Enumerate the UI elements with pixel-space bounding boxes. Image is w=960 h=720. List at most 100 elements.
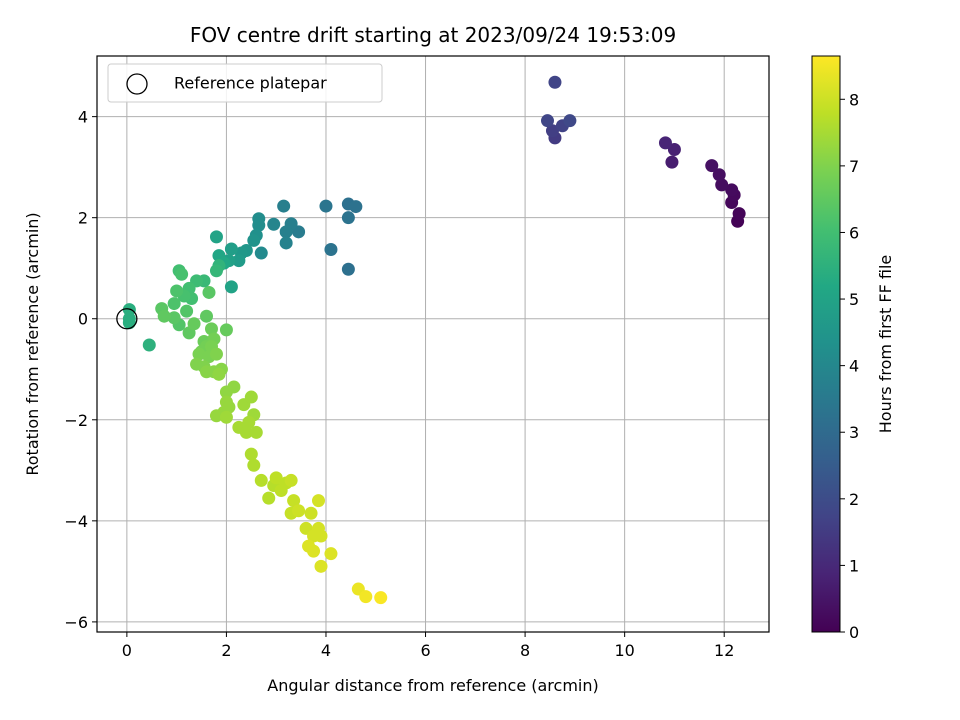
data-point: [304, 506, 318, 520]
data-point: [324, 547, 338, 561]
data-point: [314, 559, 328, 573]
data-point: [232, 254, 246, 268]
data-point: [279, 225, 293, 239]
axis-ticks: 0 2 4 6 8 10 12 −6 −4 −2 0 2 4: [64, 108, 734, 660]
data-point: [187, 317, 201, 331]
data-point: [279, 236, 293, 250]
data-point: [202, 285, 216, 299]
y-tick-label: −4: [64, 512, 88, 531]
data-point: [307, 544, 321, 558]
data-point: [242, 415, 256, 429]
data-point: [244, 390, 258, 404]
colorbar-tick-label: 8: [849, 90, 859, 109]
data-point: [244, 447, 258, 461]
data-point: [180, 304, 194, 318]
data-point: [287, 494, 301, 508]
colorbar-tick-label: 0: [849, 623, 859, 642]
data-point: [247, 458, 261, 472]
data-point: [341, 211, 355, 225]
data-point: [359, 590, 373, 604]
data-point: [209, 347, 223, 361]
data-point: [548, 75, 562, 89]
legend-entry-reference: Reference platepar: [174, 74, 327, 93]
x-tick-label: 0: [122, 641, 132, 660]
data-point: [658, 136, 672, 150]
colorbar-label: Hours from first FF file: [876, 255, 895, 434]
legend-marker-reference: [126, 73, 148, 95]
colorbar-ticks: 0 1 2 3 4 5 6 7 8: [840, 90, 859, 642]
colorbar: 0 1 2 3 4 5 6 7 8 Hours from first FF file: [811, 55, 895, 642]
data-point: [142, 338, 156, 352]
data-point: [219, 410, 233, 424]
data-point: [192, 347, 206, 361]
data-point: [563, 114, 577, 128]
data-point: [157, 309, 171, 323]
x-tick-label: 12: [714, 641, 734, 660]
x-tick-label: 8: [520, 641, 530, 660]
data-point: [224, 280, 238, 294]
data-point: [254, 473, 268, 487]
data-point: [122, 316, 136, 330]
y-tick-label: 4: [78, 108, 88, 127]
data-point: [209, 264, 223, 278]
data-point: [204, 322, 218, 336]
data-point: [170, 284, 184, 298]
data-point: [732, 207, 746, 221]
data-point: [227, 380, 241, 394]
data-point: [209, 230, 223, 244]
x-tick-label: 4: [321, 641, 331, 660]
data-point: [167, 311, 181, 325]
data-point: [262, 491, 276, 505]
data-point: [277, 199, 291, 213]
data-point: [212, 367, 226, 381]
data-point: [705, 159, 719, 173]
data-point: [545, 124, 559, 138]
data-point: [167, 297, 181, 311]
data-point: [725, 183, 739, 197]
chart-title: FOV centre drift starting at 2023/09/24 …: [190, 23, 676, 47]
x-tick-label: 2: [221, 641, 231, 660]
data-point: [252, 212, 266, 226]
data-point: [249, 425, 263, 439]
y-axis-label: Rotation from reference (arcmin): [23, 212, 42, 475]
data-point: [175, 267, 189, 281]
colorbar-tick-label: 3: [849, 423, 859, 442]
x-tick-label: 6: [420, 641, 430, 660]
data-point: [200, 309, 214, 323]
y-tick-label: 2: [78, 209, 88, 228]
colorbar-tick-label: 1: [849, 556, 859, 575]
y-tick-label: −2: [64, 411, 88, 430]
data-point: [222, 400, 236, 414]
data-point: [341, 262, 355, 276]
data-point: [715, 178, 729, 192]
colorbar-gradient: [811, 55, 841, 633]
data-point: [292, 504, 306, 518]
data-point: [239, 425, 253, 439]
reference-platepar-marker: [116, 308, 138, 330]
data-point: [284, 473, 298, 487]
data-point: [247, 233, 261, 247]
data-point: [319, 199, 333, 213]
data-point: [224, 242, 238, 256]
colorbar-tick-label: 2: [849, 490, 859, 509]
plot-frame: [96, 55, 770, 633]
colorbar-tick-label: 5: [849, 290, 859, 309]
data-point: [267, 217, 281, 231]
data-point: [374, 591, 388, 605]
y-tick-label: −6: [64, 613, 88, 632]
data-point: [219, 323, 233, 337]
data-point: [540, 114, 554, 128]
data-points: [116, 75, 746, 605]
x-tick-label: 10: [614, 641, 634, 660]
colorbar-tick-label: 7: [849, 157, 859, 176]
y-tick-label: 0: [78, 310, 88, 329]
legend: Reference platepar: [107, 63, 383, 103]
data-point: [712, 168, 726, 182]
data-point: [269, 471, 283, 485]
data-point: [312, 494, 326, 508]
data-point: [665, 155, 679, 169]
colorbar-tick-label: 4: [849, 357, 859, 376]
data-point: [314, 529, 328, 543]
data-point: [324, 243, 338, 257]
